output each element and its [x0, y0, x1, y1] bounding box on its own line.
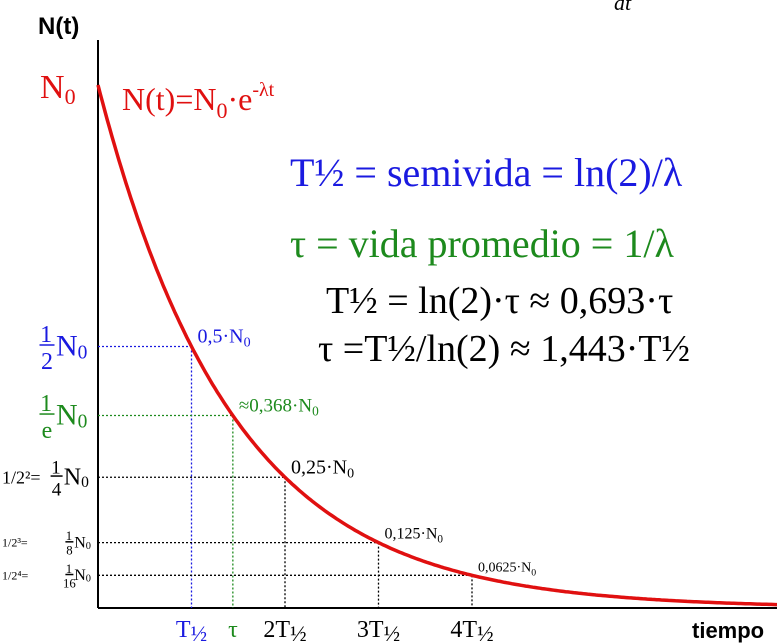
equation-sup: -λt	[252, 79, 274, 101]
point-label-quarter: 0,25·N0	[291, 456, 354, 481]
n0-label: N0	[40, 69, 76, 109]
level-n0-quarter: N0	[64, 464, 89, 490]
point-label-main-eighth: 0,125·N	[385, 526, 438, 543]
x-axis-label: tiempo	[692, 618, 764, 643]
x-tick-half-3t-half: ½	[384, 621, 401, 643]
level-n0-sub-one-over-e: 0	[78, 412, 88, 433]
point-label-one-over-e: ≈0,368·N0	[239, 396, 319, 419]
top-fragment: dt	[614, 0, 632, 15]
level-num-eighth: 1	[66, 529, 72, 543]
x-tick-labels: T½ τ 2T½ 3T½ 4T½	[176, 617, 494, 643]
level-prefix-quarter: 1/2²=	[2, 467, 41, 487]
level-num-one-over-e: 1	[40, 391, 52, 417]
formula-relation-2: τ =T½/ln(2) ≈ 1,443·T½	[318, 328, 690, 370]
decay-equation: N(t)=N0·e-λt	[122, 79, 275, 123]
level-n0-one-over-e: N0	[56, 399, 87, 433]
level-num-quarter: 1	[51, 458, 61, 479]
level-n0-half: N0	[56, 330, 87, 364]
x-tick-2t-half: 2T½	[263, 617, 306, 643]
point-label-sub-one-over-e: 0	[312, 404, 319, 419]
equation-sub: 0	[216, 98, 227, 123]
point-label-main-half: 0,5·N	[198, 326, 244, 348]
level-n0-sub-eighth: 0	[86, 541, 91, 552]
point-label-half: 0,5·N0	[198, 326, 251, 351]
level-den-quarter: 4	[52, 479, 62, 500]
decay-curve	[96, 84, 777, 607]
level-label-eighth: 1/2³= 18 N0	[2, 529, 91, 557]
formula-relation-1: T½ = ln(2)·τ ≈ 0,693·τ	[326, 280, 673, 322]
level-label-quarter: 1/2²= 14 N0	[2, 458, 89, 501]
level-n0-sixteenth: N0	[74, 567, 91, 585]
point-label-main-sixteenth: 0,0625·N	[478, 560, 531, 575]
n0-subscript: 0	[65, 84, 76, 109]
y-axis-label: N(t)	[38, 13, 79, 40]
level-num-half: 1	[40, 322, 52, 348]
level-label-one-over-e: 1e N0	[39, 391, 87, 444]
x-tick-4t-half: 4T½	[450, 617, 493, 643]
guide-lines	[98, 345, 473, 608]
point-label-sub-half: 0	[244, 336, 251, 351]
equation-lhs: N(t)=N	[122, 81, 216, 117]
level-den-eighth: 8	[66, 544, 72, 558]
point-label-sub-quarter: 0	[347, 466, 354, 481]
level-den-sixteenth: 16	[63, 576, 76, 590]
point-label-sixteenth: 0,0625·N0	[478, 560, 536, 578]
x-tick-main-2t-half: 2T	[263, 617, 290, 643]
point-label-main-quarter: 0,25·N	[291, 456, 347, 478]
point-label-main-one-over-e: ≈0,368·N	[239, 396, 313, 417]
level-prefix-sixteenth: 1/2⁴=	[2, 568, 29, 582]
x-tick-main-4t-half: 4T	[450, 617, 477, 643]
x-tick-half-t-half: ½	[191, 621, 208, 643]
n0-label-text: N0	[40, 69, 76, 109]
x-tick-3t-half: 3T½	[357, 617, 400, 643]
x-tick-main-t-half: T	[176, 617, 191, 643]
level-den-one-over-e: e	[42, 418, 53, 444]
point-label-eighth: 0,125·N0	[385, 526, 444, 546]
level-n0-sub-quarter: 0	[81, 474, 89, 491]
n0-letter: N	[40, 69, 65, 106]
level-prefix-eighth: 1/2³=	[2, 536, 28, 550]
equation-mid: ·e	[227, 81, 252, 117]
level-label-half: 12 N0	[39, 322, 87, 375]
x-tick-t-half: T½	[176, 617, 207, 643]
x-tick-half-4t-half: ½	[477, 621, 494, 643]
formula-mean-life: τ = vida promedio = 1/λ	[290, 221, 674, 266]
level-n0-sub-half: 0	[78, 343, 88, 364]
point-labels: 0,5·N0≈0,368·N00,25·N00,125·N00,0625·N0	[198, 326, 537, 579]
level-n0-sub-sixteenth: 0	[86, 574, 91, 585]
level-den-half: 2	[41, 349, 53, 375]
point-label-sub-sixteenth: 0	[531, 567, 536, 578]
level-n0-eighth: N0	[74, 534, 91, 552]
formula-halflife: T½ = semivida = ln(2)/λ	[290, 150, 683, 195]
x-tick-main-3t-half: 3T	[357, 617, 384, 643]
point-label-sub-eighth: 0	[437, 534, 443, 546]
level-num-sixteenth: 1	[66, 562, 72, 576]
x-tick-tau: τ	[228, 617, 238, 643]
x-tick-half-2t-half: ½	[290, 621, 307, 643]
decay-equation-text: N(t)=N0·e-λt	[122, 79, 275, 123]
